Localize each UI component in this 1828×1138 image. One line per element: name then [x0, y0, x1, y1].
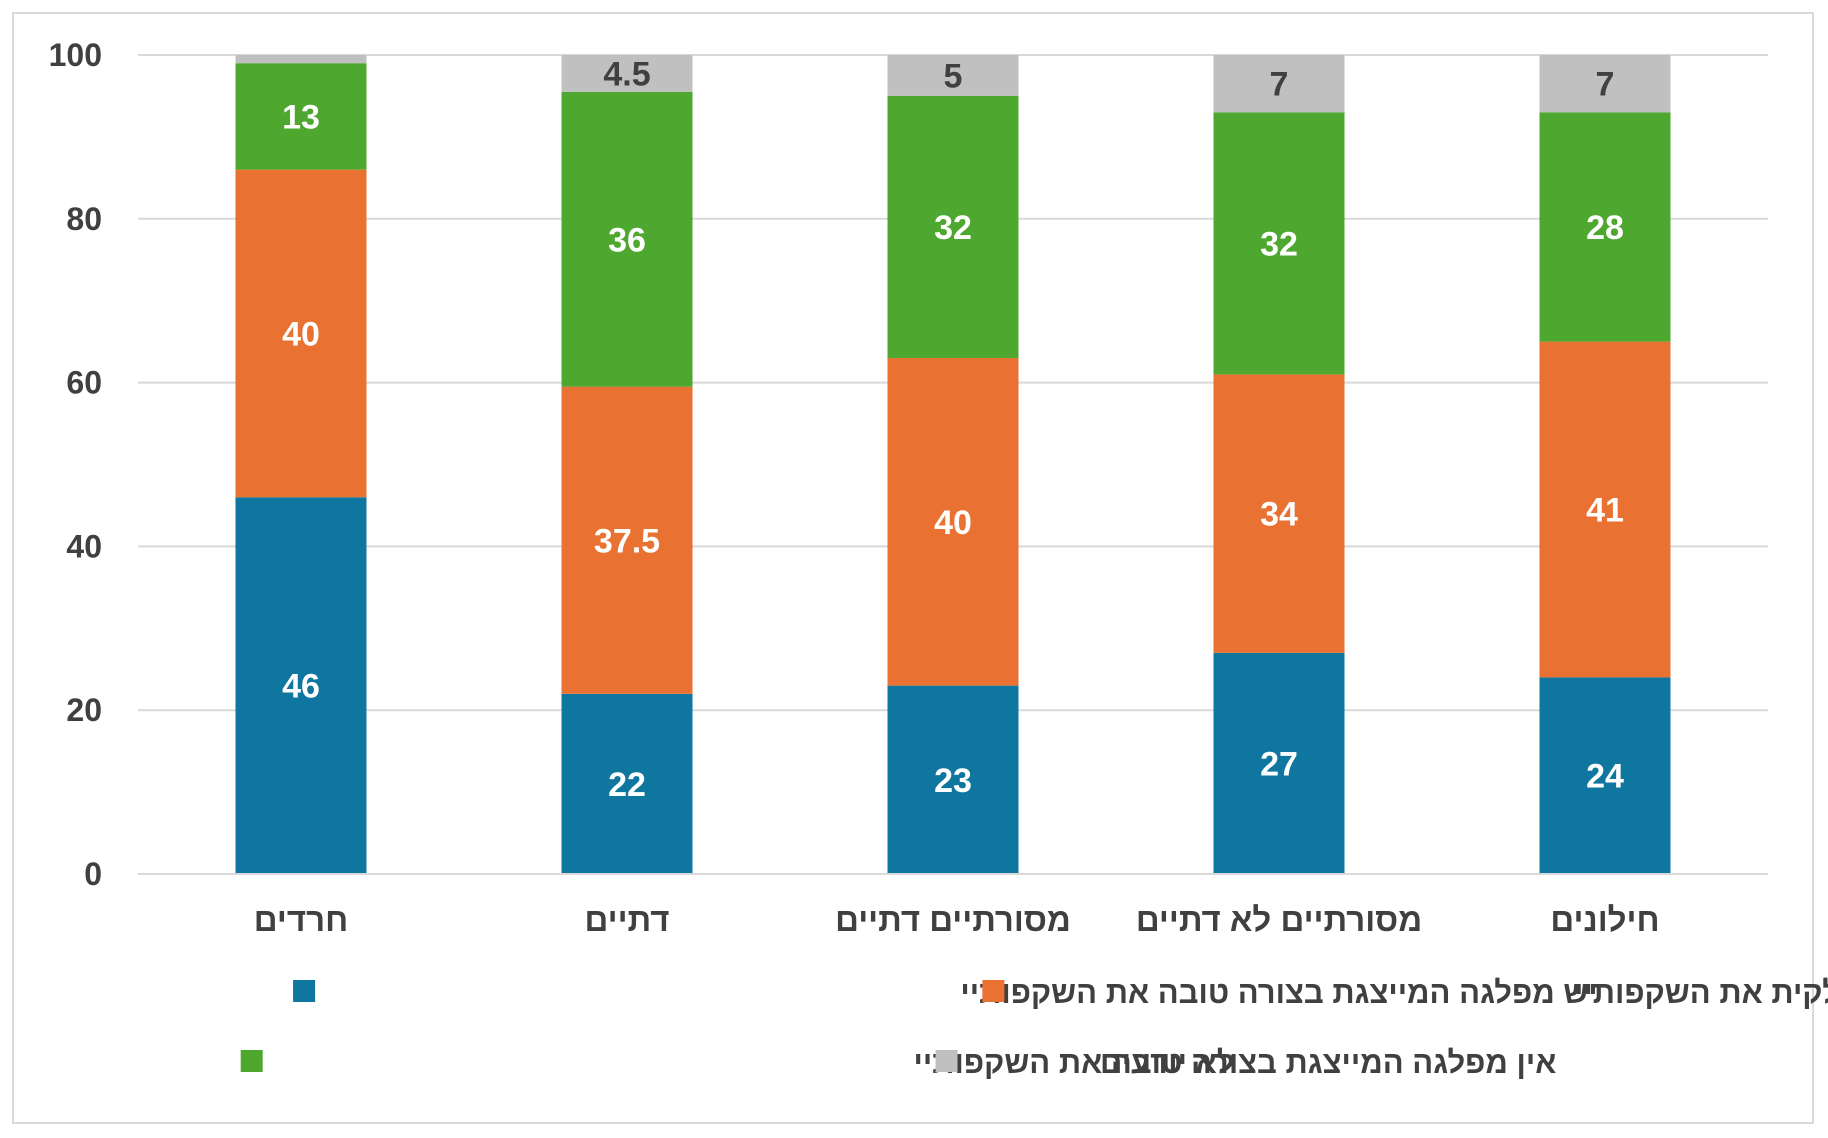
legend-swatch	[293, 980, 316, 1002]
y-tick-label: 80	[66, 201, 102, 237]
bar-segment	[1539, 341, 1671, 678]
data-label: 7	[1596, 66, 1615, 104]
bar-segment	[887, 55, 1019, 96]
bar-segment	[1213, 55, 1345, 113]
legend-item: יש מפלגה המייצגת בצורה טובה את השקפותיי	[293, 975, 1598, 1010]
legend-item: לא יודעים	[935, 1045, 1234, 1080]
legend-swatch	[982, 980, 1005, 1002]
x-axis: חרדים דתיים מסורתיים דתיים מסורתיים לא דתיי…	[138, 873, 1768, 938]
data-label: 24	[1586, 758, 1624, 796]
data-label: 46	[282, 668, 320, 706]
x-category-label: מסורתיים דתיים	[835, 901, 1071, 938]
legend-label: לא יודעים	[1100, 1045, 1234, 1080]
bars: 46 40 13 22 37.5 36 4.5 23 40 32 5 27 34 32 7 24 41 28 7	[235, 55, 1671, 874]
legend-item: יש מפלגה המייצגת חלקית את השקפותיי	[982, 975, 1828, 1010]
x-category-label: חילונים	[1550, 901, 1659, 938]
legend-label: יש מפלגה המייצגת חלקית את השקפותיי	[1574, 975, 1828, 1010]
data-label: 13	[282, 98, 320, 136]
legend-label: אין מפלגה המייצגת בצורה טובה את השקפותיי	[914, 1045, 1557, 1080]
data-label: 34	[1260, 496, 1298, 534]
x-category-label: דתיים	[585, 901, 670, 938]
bar-segment	[887, 95, 1019, 359]
y-tick-label: 20	[66, 692, 102, 728]
bar-segment	[1213, 374, 1345, 653]
legend-item: אין מפלגה המייצגת בצורה טובה את השקפותיי	[240, 1045, 1557, 1080]
legend: יש מפלגה המייצגת בצורה טובה את השקפותייי…	[240, 975, 1828, 1080]
bar-segment	[235, 63, 367, 170]
y-tick-label: 0	[84, 856, 102, 892]
bar-segment	[1213, 112, 1345, 375]
data-label: 7	[1270, 66, 1289, 104]
data-label: 22	[608, 766, 646, 804]
y-tick-label: 100	[49, 37, 102, 73]
bar-segment	[887, 685, 1019, 874]
data-label: 4.5	[603, 55, 650, 93]
data-label: 32	[934, 209, 972, 247]
legend-label: יש מפלגה המייצגת בצורה טובה את השקפותיי	[960, 975, 1597, 1010]
y-tick-label: 40	[66, 528, 102, 564]
bar-segment	[1539, 677, 1671, 874]
data-label: 37.5	[594, 522, 660, 560]
bar-segment	[235, 497, 367, 874]
data-label: 32	[1260, 225, 1298, 263]
y-tick-label: 60	[66, 365, 102, 401]
bar-segment	[561, 386, 693, 694]
bar-segment	[1539, 112, 1671, 342]
bar-segment	[561, 693, 693, 874]
bar-segment	[887, 358, 1019, 686]
data-label: 40	[282, 315, 320, 353]
bar-segment	[235, 169, 367, 498]
bar-segment	[1213, 652, 1345, 874]
bar-segment	[1539, 55, 1671, 113]
y-axis: 0 20 40 60 80 100	[49, 37, 102, 892]
data-label: 5	[944, 57, 963, 95]
x-category-label: חרדים	[254, 901, 348, 938]
x-category-label: מסורתיים לא דתיים	[1136, 901, 1422, 938]
legend-swatch	[935, 1050, 958, 1072]
data-label: 27	[1260, 745, 1298, 783]
legend-swatch	[240, 1050, 263, 1072]
data-label: 23	[934, 762, 972, 800]
data-label: 36	[608, 221, 646, 259]
data-label: 41	[1586, 492, 1624, 530]
data-label: 40	[934, 504, 972, 542]
bar-segment	[561, 91, 693, 387]
data-label: 28	[1586, 209, 1624, 247]
bar-segment	[235, 55, 367, 64]
bar-segment	[561, 55, 693, 92]
